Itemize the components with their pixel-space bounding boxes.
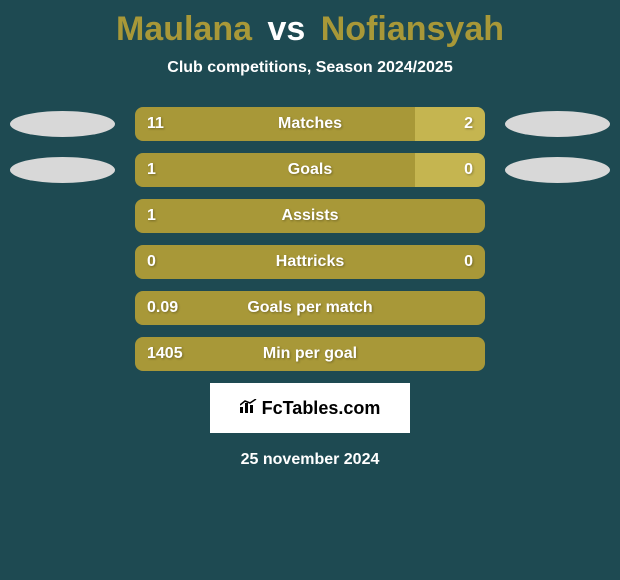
- stat-bar: 0.09 Goals per match: [135, 291, 485, 325]
- stat-bar: 1 0 Goals: [135, 153, 485, 187]
- bar-segment-right: [415, 153, 485, 187]
- stat-right-value: 0: [464, 161, 473, 179]
- player-left-name: Maulana: [116, 10, 252, 48]
- player-right-avatar: [505, 157, 610, 183]
- bar-segment-right: [415, 107, 485, 141]
- stat-label: Goals: [288, 161, 332, 179]
- stat-label: Goals per match: [247, 299, 372, 317]
- stat-left-value: 1: [147, 207, 156, 225]
- footer-date: 25 november 2024: [0, 451, 620, 469]
- bar-segment-left: [135, 107, 415, 141]
- stat-left-value: 0.09: [147, 299, 178, 317]
- stat-bar: 11 2 Matches: [135, 107, 485, 141]
- player-right-name: Nofiansyah: [321, 10, 504, 48]
- stat-row: 1 Assists: [10, 199, 610, 233]
- logo-text: FcTables.com: [262, 398, 381, 419]
- stat-left-value: 1: [147, 161, 156, 179]
- stat-row: 1 0 Goals: [10, 153, 610, 187]
- player-left-avatar: [10, 111, 115, 137]
- stat-left-value: 11: [147, 115, 164, 133]
- stat-row: 11 2 Matches: [10, 107, 610, 141]
- stat-row: 1405 Min per goal: [10, 337, 610, 371]
- vs-text: vs: [267, 10, 305, 48]
- footer-logo: FcTables.com: [210, 383, 410, 433]
- player-left-avatar: [10, 157, 115, 183]
- stat-right-value: 2: [464, 115, 473, 133]
- page-title: Maulana vs Nofiansyah: [0, 10, 620, 49]
- bar-segment-left: [135, 153, 415, 187]
- chart-icon: [240, 399, 258, 418]
- subtitle: Club competitions, Season 2024/2025: [0, 59, 620, 77]
- stat-label: Assists: [282, 207, 339, 225]
- stat-left-value: 0: [147, 253, 156, 271]
- stat-right-value: 0: [464, 253, 473, 271]
- stats-container: 11 2 Matches 1 0 Goals 1 Assists 0 0 Hattricks 0.09…: [0, 107, 620, 371]
- stat-row: 0 0 Hattricks: [10, 245, 610, 279]
- stat-label: Matches: [278, 115, 342, 133]
- player-right-avatar: [505, 111, 610, 137]
- stat-row: 0.09 Goals per match: [10, 291, 610, 325]
- stat-bar: 0 0 Hattricks: [135, 245, 485, 279]
- stat-bar: 1 Assists: [135, 199, 485, 233]
- stat-label: Hattricks: [276, 253, 344, 271]
- header: Maulana vs Nofiansyah Club competitions,…: [0, 0, 620, 77]
- stat-label: Min per goal: [263, 345, 357, 363]
- stat-bar: 1405 Min per goal: [135, 337, 485, 371]
- stat-left-value: 1405: [147, 345, 183, 363]
